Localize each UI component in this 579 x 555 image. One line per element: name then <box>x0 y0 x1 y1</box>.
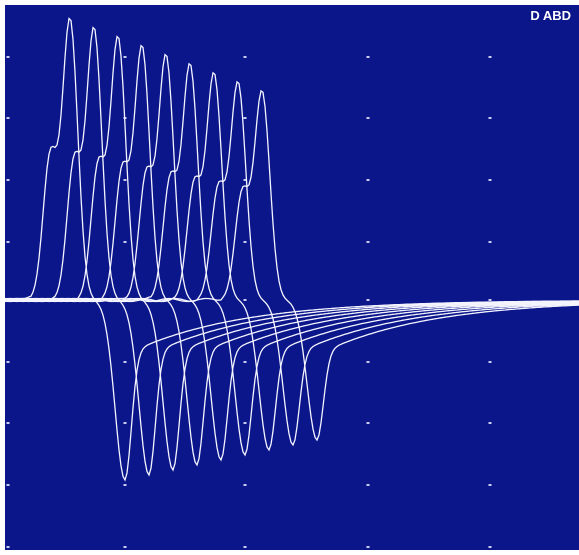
grid-dot <box>489 179 492 181</box>
grid-dot <box>124 179 127 181</box>
grid-dot <box>7 361 10 363</box>
grid-dot <box>367 56 370 58</box>
display-background <box>5 5 579 550</box>
grid-dot <box>244 299 247 301</box>
grid-dot <box>124 56 127 58</box>
grid-dot <box>489 546 492 548</box>
grid-dot <box>367 361 370 363</box>
grid-dot <box>244 422 247 424</box>
grid-dot <box>489 299 492 301</box>
grid-dot <box>489 422 492 424</box>
grid-dot <box>7 117 10 119</box>
grid-dot <box>367 241 370 243</box>
channel-label: D ABD <box>530 8 571 23</box>
grid-dot <box>7 422 10 424</box>
grid-dot <box>7 484 10 486</box>
grid-dot <box>244 117 247 119</box>
grid-dot <box>367 299 370 301</box>
grid-dot <box>124 546 127 548</box>
grid-dot <box>489 56 492 58</box>
grid-dot <box>244 361 247 363</box>
grid-dot <box>244 241 247 243</box>
grid-dot <box>367 546 370 548</box>
grid-dot <box>7 546 10 548</box>
grid-dot <box>7 241 10 243</box>
grid-dot <box>124 361 127 363</box>
grid-dot <box>489 241 492 243</box>
grid-dot <box>244 56 247 58</box>
grid-dot <box>367 422 370 424</box>
grid-dot <box>367 117 370 119</box>
grid-dot <box>367 484 370 486</box>
grid-dot <box>367 179 370 181</box>
grid-dot <box>489 484 492 486</box>
emg-screen: D ABD <box>0 0 579 555</box>
grid-dot <box>124 422 127 424</box>
grid-dot <box>7 179 10 181</box>
grid-dot <box>124 484 127 486</box>
grid-dot <box>244 484 247 486</box>
grid-dot <box>124 241 127 243</box>
grid-dot <box>489 361 492 363</box>
grid-dot <box>244 546 247 548</box>
grid-dot <box>489 117 492 119</box>
grid-dot <box>7 56 10 58</box>
